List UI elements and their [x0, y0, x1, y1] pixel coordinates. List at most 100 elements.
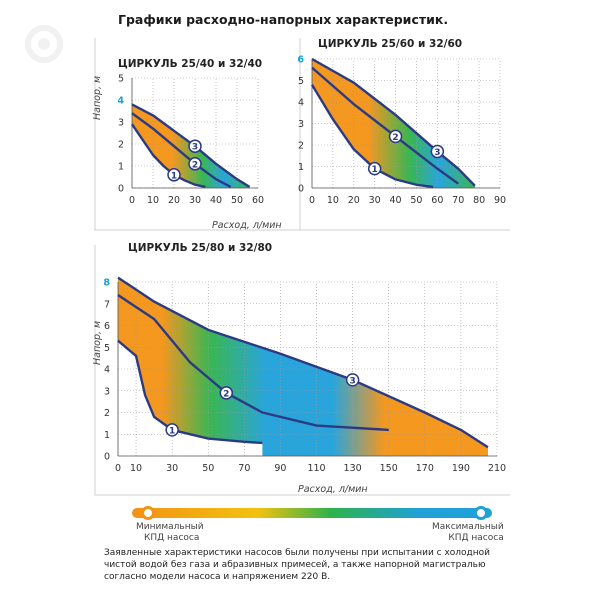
- curve-marker-2: [219, 386, 234, 400]
- x-tick-label: 30: [166, 463, 178, 474]
- efficiency-legend-bar: [132, 508, 492, 518]
- chart1-plot: 0 10 20 30 40 50 60 0 1 2 3 4 5 1 2 3 Расход, л/мин Напор…: [92, 74, 282, 232]
- x-tick-label: 0: [115, 463, 121, 474]
- y-tick-label: 4: [104, 365, 110, 376]
- legend-min-line1: Минимальный: [136, 522, 204, 532]
- legend-min-line2: КПД насоса: [144, 533, 200, 543]
- curve-marker-2: [188, 157, 202, 171]
- y-tick-label: 5: [104, 343, 110, 354]
- x-tick-label: 50: [410, 195, 422, 206]
- y-tick-label: 2: [104, 408, 110, 419]
- y-tick-label: 5: [298, 76, 304, 87]
- x-tick-label: 130: [344, 463, 362, 474]
- pump-curve-1: [131, 123, 206, 189]
- x-tick-label: 210: [488, 463, 506, 474]
- y-tick-label: 0: [298, 184, 304, 195]
- y-tick-label: 6: [297, 55, 304, 66]
- x-tick-label: 70: [238, 463, 250, 474]
- x-axis-title: Расход, л/мин: [298, 484, 368, 495]
- curve-marker-label-3: 3: [349, 376, 355, 386]
- x-axis-title: Расход, л/мин: [212, 220, 282, 231]
- y-tick-label: 1: [104, 430, 110, 441]
- footnote: Заявленные характеристики насосов были п…: [104, 548, 491, 582]
- x-tick-label: 0: [129, 195, 135, 206]
- curve-marker-2: [388, 129, 403, 144]
- efficiency-region: [118, 277, 488, 456]
- y-tick-label: 1: [298, 162, 304, 173]
- page-title: Графики расходно-напорных характеристик.: [118, 12, 449, 27]
- curve-marker-1: [167, 168, 181, 182]
- curve-marker-label-2: 2: [223, 389, 229, 399]
- y-tick-label: 2: [298, 141, 304, 152]
- x-tick-label: 150: [380, 463, 398, 474]
- x-tick-label: 30: [189, 195, 201, 206]
- y-tick-label: 3: [298, 119, 304, 130]
- x-tick-label: 40: [210, 195, 222, 206]
- curve-marker-label-2: 2: [192, 160, 198, 170]
- x-tick-label: 40: [390, 195, 402, 206]
- chart2-plot: 0 10 20 30 40 50 60 70 80 90 0 1 2 3 4 5 6 1 2 3: [297, 55, 506, 207]
- chart3-plot: 0 10 30 50 70 90 110 130 150 170 190 210 0 1 2 3 4 5 6 7 8 1 2…: [92, 276, 506, 495]
- pump-curve-2: [131, 112, 232, 188]
- x-tick-label: 20: [348, 195, 360, 206]
- logo-watermark-icon: [25, 25, 63, 63]
- curve-marker-3: [430, 144, 445, 159]
- legend-max-line2: КПД насоса: [448, 533, 504, 543]
- x-tick-label: 20: [168, 195, 180, 206]
- curve-marker-label-1: 1: [169, 426, 175, 436]
- curve-marker-label-1: 1: [171, 171, 177, 181]
- y-axis-title: Напор, м: [92, 321, 103, 365]
- y-axis-title: Напор, м: [92, 76, 103, 120]
- x-tick-label: 90: [494, 195, 506, 206]
- x-tick-label: 10: [327, 195, 339, 206]
- legend-min-label: Минимальный КПД насоса: [136, 522, 204, 544]
- curve-marker-label-1: 1: [372, 165, 378, 175]
- pump-curve-3: [117, 276, 489, 449]
- y-tick-label: 3: [118, 118, 124, 129]
- y-tick-label: 4: [117, 96, 124, 107]
- curve-marker-3: [188, 139, 202, 153]
- curve-marker-label-2: 2: [392, 133, 398, 143]
- curve-marker-1: [165, 423, 179, 437]
- pump-curve-1: [117, 339, 263, 445]
- y-tick-label: 2: [118, 140, 124, 151]
- x-tick-label: 10: [130, 463, 142, 474]
- chart1-title: ЦИРКУЛЬ 25/40 и 32/40: [118, 58, 262, 70]
- x-tick-label: 0: [309, 195, 315, 206]
- chart3-frame: [94, 245, 510, 496]
- legend-max-line1: Максимальный: [432, 522, 504, 532]
- x-tick-label: 90: [274, 463, 286, 474]
- x-tick-label: 60: [252, 195, 264, 206]
- y-tick-label: 0: [104, 452, 110, 463]
- y-tick-label: 3: [104, 386, 110, 397]
- x-tick-label: 50: [231, 195, 243, 206]
- chart2-title: ЦИРКУЛЬ 25/60 и 32/60: [318, 38, 462, 50]
- x-tick-label: 110: [307, 463, 325, 474]
- legend-max-label: Максимальный КПД насоса: [432, 522, 504, 544]
- pump-curve-3: [311, 57, 476, 187]
- y-tick-label: 7: [104, 299, 110, 310]
- y-tick-label: 6: [104, 321, 110, 332]
- curve-marker-label-3: 3: [434, 148, 440, 158]
- x-tick-label: 170: [416, 463, 434, 474]
- curve-marker-label-3: 3: [192, 143, 198, 153]
- chart3-title: ЦИРКУЛЬ 25/80 и 32/80: [128, 242, 272, 254]
- x-tick-label: 190: [452, 463, 470, 474]
- max-efficiency-marker-icon: [474, 506, 488, 520]
- chart1-frame: [94, 38, 300, 231]
- y-tick-label: 8: [103, 278, 110, 289]
- x-tick-label: 70: [452, 195, 464, 206]
- x-tick-label: 80: [473, 195, 485, 206]
- y-tick-label: 4: [298, 98, 304, 109]
- y-tick-label: 5: [118, 74, 124, 85]
- chart2-frame: [299, 38, 510, 231]
- y-tick-label: 0: [118, 184, 124, 195]
- curve-marker-3: [345, 373, 360, 387]
- x-tick-label: 60: [431, 195, 443, 206]
- x-tick-label: 50: [202, 463, 214, 474]
- y-tick-label: 1: [118, 162, 124, 173]
- curve-marker-1: [367, 161, 382, 176]
- x-tick-label: 10: [147, 195, 159, 206]
- x-tick-label: 30: [369, 195, 381, 206]
